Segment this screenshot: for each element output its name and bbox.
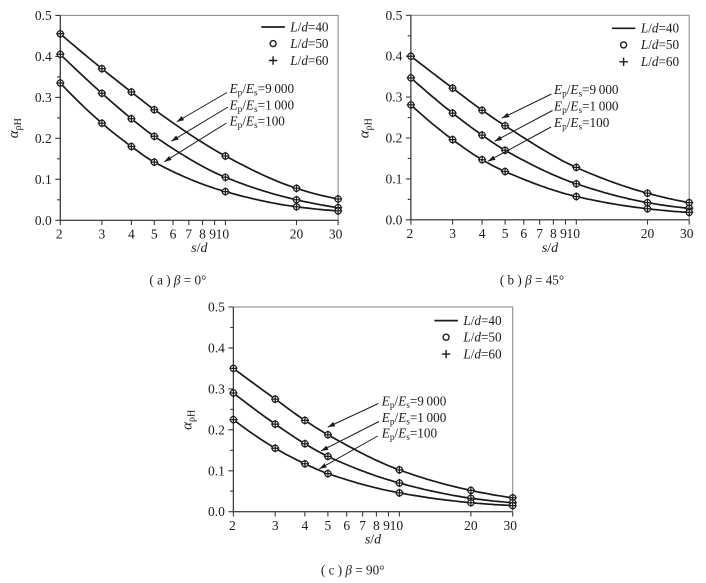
svg-text:5: 5 bbox=[502, 226, 509, 241]
svg-text:6: 6 bbox=[343, 518, 350, 533]
svg-text:20: 20 bbox=[290, 227, 304, 242]
svg-text:6: 6 bbox=[170, 227, 177, 242]
svg-text:L/d=50: L/d=50 bbox=[289, 36, 329, 51]
svg-text:2: 2 bbox=[407, 226, 414, 241]
svg-text:3: 3 bbox=[272, 518, 279, 533]
svg-text:Ep/Es=100: Ep/Es=100 bbox=[553, 115, 610, 133]
svg-text:4: 4 bbox=[128, 227, 135, 242]
svg-text:Ep/Es=100: Ep/Es=100 bbox=[229, 114, 286, 132]
svg-text:10: 10 bbox=[567, 226, 581, 241]
svg-text:0.3: 0.3 bbox=[386, 90, 403, 105]
svg-text:0.4: 0.4 bbox=[386, 49, 403, 64]
svg-text:0.0: 0.0 bbox=[35, 213, 52, 228]
svg-text:L/d=40: L/d=40 bbox=[640, 21, 680, 36]
svg-text:7: 7 bbox=[536, 226, 543, 241]
svg-text:4: 4 bbox=[302, 518, 309, 533]
svg-text:Ep/Es=100: Ep/Es=100 bbox=[381, 426, 438, 444]
svg-text:0.3: 0.3 bbox=[208, 381, 225, 396]
svg-text:L/d=60: L/d=60 bbox=[462, 346, 502, 361]
svg-text:αρH: αρH bbox=[357, 118, 375, 138]
svg-text:0.2: 0.2 bbox=[386, 131, 403, 146]
svg-text:6: 6 bbox=[520, 226, 527, 241]
svg-text:10: 10 bbox=[390, 518, 404, 533]
svg-text:L/d=50: L/d=50 bbox=[640, 37, 680, 52]
svg-text:0.5: 0.5 bbox=[386, 8, 403, 23]
svg-text:Ep/Es=1 000: Ep/Es=1 000 bbox=[381, 410, 447, 428]
svg-text:3: 3 bbox=[99, 227, 106, 242]
svg-text:0.5: 0.5 bbox=[35, 8, 52, 23]
svg-text:0.4: 0.4 bbox=[208, 340, 225, 355]
svg-text:9: 9 bbox=[209, 227, 216, 242]
svg-text:9: 9 bbox=[560, 226, 567, 241]
svg-text:0.2: 0.2 bbox=[35, 131, 52, 146]
svg-text:0.1: 0.1 bbox=[386, 171, 403, 186]
svg-text:0.4: 0.4 bbox=[35, 49, 52, 64]
svg-text:L/d=60: L/d=60 bbox=[289, 53, 329, 68]
svg-text:8: 8 bbox=[373, 518, 380, 533]
svg-text:0.5: 0.5 bbox=[208, 300, 225, 315]
svg-text:7: 7 bbox=[359, 518, 366, 533]
svg-text:Ep/Es=1 000: Ep/Es=1 000 bbox=[553, 99, 619, 117]
svg-text:10: 10 bbox=[216, 227, 230, 242]
svg-text:0.1: 0.1 bbox=[35, 172, 52, 187]
svg-text:20: 20 bbox=[641, 226, 655, 241]
svg-text:L/d=50: L/d=50 bbox=[462, 330, 502, 345]
svg-text:20: 20 bbox=[464, 518, 478, 533]
svg-text:( b ) β = 45°: ( b ) β = 45° bbox=[500, 273, 564, 288]
svg-text:2: 2 bbox=[56, 227, 63, 242]
svg-text:αρH: αρH bbox=[6, 118, 24, 138]
svg-text:( a ) β = 0°: ( a ) β = 0° bbox=[149, 273, 206, 288]
svg-text:s/d: s/d bbox=[191, 241, 208, 256]
svg-text:5: 5 bbox=[151, 227, 158, 242]
svg-text:8: 8 bbox=[199, 227, 206, 242]
svg-text:0.3: 0.3 bbox=[35, 90, 52, 105]
svg-text:( c ) β = 90°: ( c ) β = 90° bbox=[321, 562, 385, 577]
svg-text:0.0: 0.0 bbox=[386, 212, 403, 227]
svg-text:9: 9 bbox=[383, 518, 390, 533]
svg-text:Ep/Es=9 000: Ep/Es=9 000 bbox=[229, 81, 295, 99]
svg-text:8: 8 bbox=[550, 226, 557, 241]
svg-text:Ep/Es=9 000: Ep/Es=9 000 bbox=[553, 82, 619, 100]
svg-text:s/d: s/d bbox=[365, 533, 382, 548]
svg-text:Ep/Es=1 000: Ep/Es=1 000 bbox=[229, 98, 295, 116]
svg-text:L/d=40: L/d=40 bbox=[462, 313, 502, 328]
svg-text:s/d: s/d bbox=[542, 241, 559, 256]
svg-text:L/d=60: L/d=60 bbox=[640, 54, 680, 69]
svg-text:4: 4 bbox=[479, 226, 486, 241]
svg-text:0.0: 0.0 bbox=[208, 504, 225, 519]
svg-text:αρH: αρH bbox=[180, 410, 198, 430]
svg-text:30: 30 bbox=[503, 518, 517, 533]
svg-text:0.1: 0.1 bbox=[208, 463, 225, 478]
svg-text:5: 5 bbox=[325, 518, 332, 533]
svg-text:0.2: 0.2 bbox=[208, 422, 225, 437]
svg-text:3: 3 bbox=[449, 226, 456, 241]
svg-text:L/d=40: L/d=40 bbox=[289, 19, 329, 34]
svg-text:Ep/Es=9 000: Ep/Es=9 000 bbox=[381, 394, 447, 412]
svg-text:2: 2 bbox=[229, 518, 236, 533]
svg-text:30: 30 bbox=[680, 226, 694, 241]
svg-text:7: 7 bbox=[185, 227, 192, 242]
svg-text:30: 30 bbox=[329, 227, 343, 242]
